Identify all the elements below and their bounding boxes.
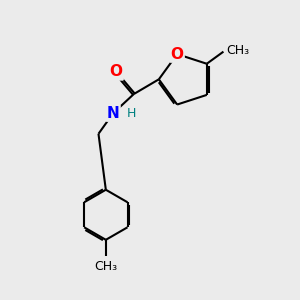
Text: CH₃: CH₃ [226, 44, 249, 57]
Text: N: N [107, 106, 120, 121]
Text: O: O [171, 46, 184, 62]
Text: CH₃: CH₃ [94, 260, 117, 273]
Text: H: H [126, 107, 136, 120]
Text: O: O [110, 64, 123, 80]
